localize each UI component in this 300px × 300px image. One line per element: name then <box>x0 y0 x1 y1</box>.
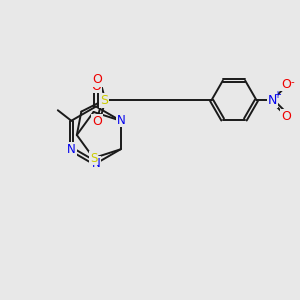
Text: O: O <box>92 73 102 86</box>
Text: +: + <box>274 90 281 100</box>
Text: N: N <box>267 94 277 107</box>
Text: -: - <box>291 76 295 87</box>
Text: O: O <box>92 115 102 128</box>
Text: S: S <box>100 94 108 107</box>
Text: N: N <box>67 143 76 156</box>
Text: O: O <box>91 80 101 93</box>
Text: S: S <box>90 152 97 165</box>
Text: O: O <box>281 77 291 91</box>
Text: N: N <box>92 157 100 170</box>
Text: O: O <box>281 110 291 123</box>
Text: N: N <box>117 114 126 127</box>
